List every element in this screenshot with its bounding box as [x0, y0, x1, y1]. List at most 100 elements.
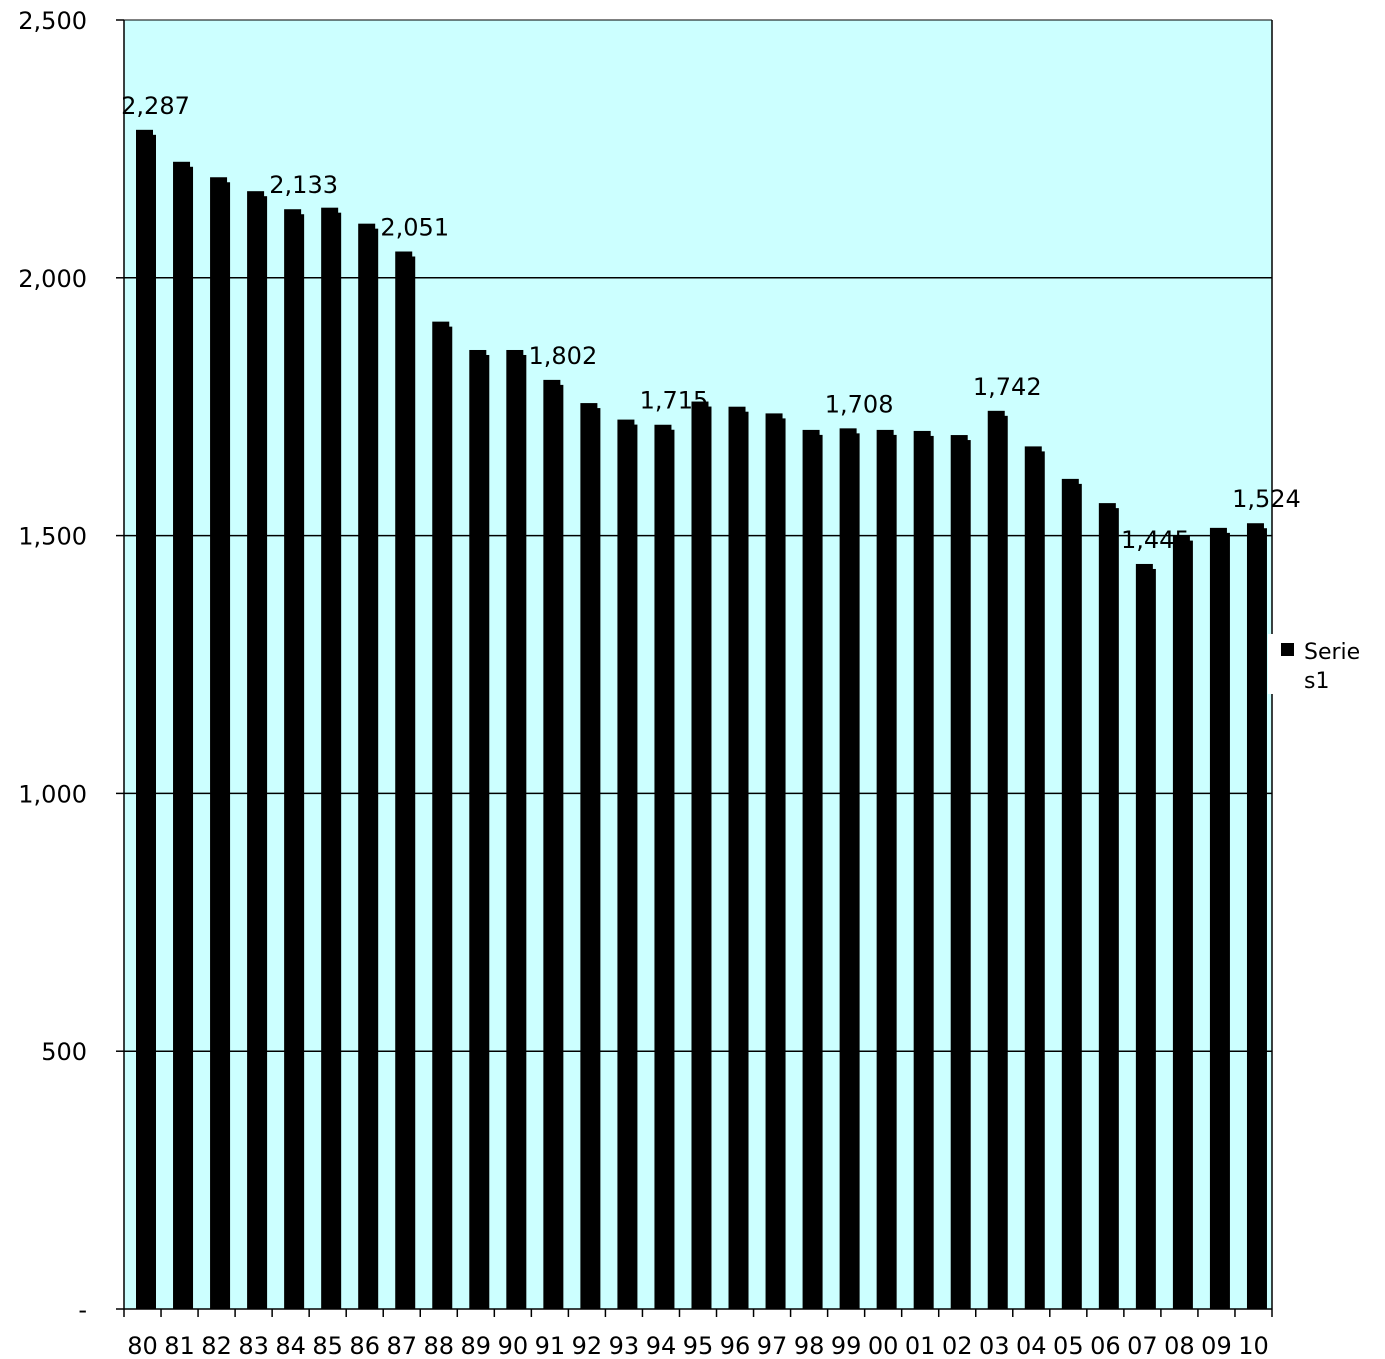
bar — [765, 413, 786, 1309]
bar-body — [1061, 478, 1079, 1309]
bar — [543, 379, 564, 1309]
data-label: 1,708 — [825, 390, 894, 418]
bar — [506, 349, 527, 1309]
bar-body — [432, 321, 450, 1310]
data-label: 1,742 — [973, 373, 1042, 401]
bar-body — [469, 349, 487, 1309]
x-tick-label: 91 — [535, 1332, 566, 1359]
bar-body — [358, 223, 376, 1310]
bar-body — [1098, 503, 1116, 1309]
bar — [1172, 535, 1193, 1309]
x-tick-label: 96 — [720, 1332, 751, 1359]
x-tick-label: 02 — [942, 1332, 973, 1359]
bar — [432, 321, 453, 1310]
bar — [358, 223, 379, 1310]
labels: - 500 1,000 1,500 2,000 2,500 80 81 82 83 84 85 86 87… — [18, 7, 1301, 1359]
bars — [136, 129, 1267, 1310]
y-tick-label: 2,500 — [18, 7, 87, 35]
bar-body — [1172, 535, 1190, 1309]
data-label: 1,524 — [1232, 485, 1301, 513]
bar — [247, 191, 268, 1309]
x-tick-label: 95 — [683, 1332, 714, 1359]
data-label: 1,715 — [640, 387, 709, 415]
bar — [1024, 446, 1045, 1309]
bar — [617, 419, 638, 1310]
x-tick-label: 80 — [127, 1332, 158, 1359]
bar — [1209, 527, 1230, 1309]
x-tick-label: 98 — [794, 1332, 825, 1359]
bar — [580, 403, 601, 1309]
x-tick-label: 94 — [646, 1332, 677, 1359]
bar-body — [691, 401, 709, 1309]
bar — [284, 209, 305, 1309]
y-tick-label: 1,500 — [18, 523, 87, 551]
bar-body — [173, 161, 191, 1309]
bar — [876, 429, 897, 1310]
x-tick-label: 83 — [238, 1332, 269, 1359]
x-tick-label: 90 — [498, 1332, 529, 1359]
x-tick-label: 06 — [1090, 1332, 1121, 1359]
bar-body — [395, 251, 413, 1309]
x-tick-label: 01 — [905, 1332, 936, 1359]
x-tick-label: 93 — [609, 1332, 640, 1359]
x-tick-label: 07 — [1127, 1332, 1158, 1359]
data-label: 1,445 — [1121, 526, 1190, 554]
y-tick-label: 1,000 — [18, 780, 87, 808]
x-tick-label: 99 — [831, 1332, 862, 1359]
bar-body — [765, 413, 783, 1309]
bar-body — [654, 424, 672, 1310]
data-label: 2,051 — [380, 214, 449, 242]
bar-body — [1024, 446, 1042, 1309]
bar — [691, 401, 712, 1309]
y-tick-label: 500 — [41, 1038, 87, 1066]
bar-body — [247, 191, 265, 1309]
bar-body — [1135, 563, 1153, 1309]
bar-body — [987, 410, 1005, 1309]
x-tick-label: 87 — [386, 1332, 417, 1359]
data-label: 2,287 — [121, 92, 190, 120]
bar — [1135, 563, 1156, 1309]
bar-body — [284, 209, 302, 1309]
bar — [839, 428, 860, 1309]
x-tick-label: 10 — [1238, 1332, 1269, 1359]
x-tick-label: 86 — [349, 1332, 380, 1359]
x-tick-label: 00 — [868, 1332, 899, 1359]
y-tick-label: - — [78, 1296, 87, 1324]
x-tick-label: 05 — [1053, 1332, 1084, 1359]
bar-body — [913, 430, 931, 1309]
legend: Serie s1 — [1268, 634, 1380, 694]
bar-body — [580, 403, 598, 1309]
bar — [395, 251, 416, 1309]
bar-body — [543, 379, 561, 1309]
bar — [913, 430, 934, 1309]
legend-swatch — [1281, 643, 1294, 656]
x-tick-label: 88 — [424, 1332, 455, 1359]
x-tick-label: 08 — [1164, 1332, 1195, 1359]
data-label: 1,802 — [529, 342, 598, 370]
bar — [1246, 523, 1267, 1309]
bar — [1098, 503, 1119, 1309]
bar — [210, 177, 231, 1309]
x-tick-label: 81 — [164, 1332, 195, 1359]
bar-body — [617, 419, 635, 1310]
bar — [469, 349, 490, 1309]
legend-label-line2: s1 — [1304, 669, 1329, 694]
bar — [1061, 478, 1082, 1309]
bar-body — [802, 429, 820, 1310]
bar-body — [1246, 523, 1264, 1309]
bar-body — [839, 428, 857, 1309]
bar — [802, 429, 823, 1310]
bar — [173, 161, 194, 1309]
bar — [728, 406, 749, 1309]
bar-body — [876, 429, 894, 1310]
bar-body — [950, 435, 968, 1310]
bar — [321, 207, 342, 1309]
data-label: 2,133 — [269, 171, 338, 199]
y-tick-label: 2,000 — [18, 265, 87, 293]
x-tick-label: 04 — [1016, 1332, 1047, 1359]
legend-label-line1: Serie — [1304, 640, 1360, 665]
bar-body — [210, 177, 228, 1309]
bar-body — [1209, 527, 1227, 1309]
bar-body — [506, 349, 524, 1309]
